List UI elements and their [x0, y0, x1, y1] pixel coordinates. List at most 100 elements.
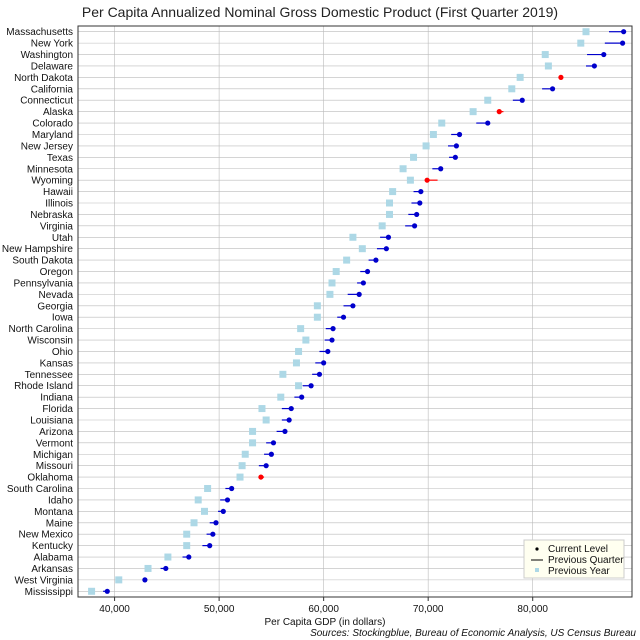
previous-year-marker — [516, 73, 524, 81]
current-level-dot — [220, 508, 226, 514]
current-level-dot — [417, 200, 423, 206]
previous-year-marker — [115, 576, 123, 584]
previous-year-marker — [204, 485, 212, 493]
current-level-dot — [229, 485, 235, 492]
previous-year-marker — [249, 439, 257, 447]
previous-year-marker — [385, 199, 393, 207]
current-level-dot — [591, 63, 597, 69]
previous-year-marker — [249, 427, 257, 435]
state-label: Vermont — [36, 438, 73, 449]
current-level-dot — [299, 394, 305, 400]
current-level-dot — [329, 337, 335, 343]
state-label: Arizona — [39, 427, 73, 438]
current-level-dot — [213, 520, 219, 526]
previous-year-marker — [277, 393, 285, 401]
previous-year-marker — [183, 542, 191, 550]
current-level-dot — [456, 131, 463, 138]
previous-year-marker — [313, 313, 321, 321]
current-level-dot — [340, 314, 347, 320]
state-label: Arkansas — [31, 564, 73, 575]
current-level-dot — [142, 577, 148, 583]
x-tick-label: 70,000 — [413, 604, 444, 615]
current-level-dot — [549, 86, 556, 92]
current-level-dot — [519, 97, 525, 103]
state-label: Montana — [34, 507, 73, 518]
current-level-dot — [330, 326, 336, 332]
previous-year-marker — [262, 416, 270, 424]
current-level-dot — [452, 154, 458, 160]
state-label: Hawaii — [43, 187, 73, 198]
previous-year-marker — [577, 39, 585, 47]
current-level-dot — [308, 383, 314, 389]
state-label: Washington — [21, 50, 73, 61]
current-level-dot — [325, 348, 331, 355]
current-level-dot — [163, 565, 169, 572]
legend-box — [523, 539, 625, 579]
legend-current-label: Current Level — [548, 544, 608, 555]
legend-previous-year-icon — [535, 568, 539, 572]
previous-year-marker — [544, 62, 552, 70]
state-label: New York — [31, 39, 74, 50]
previous-year-marker — [313, 302, 321, 310]
previous-year-marker — [194, 496, 202, 504]
previous-year-marker — [582, 28, 590, 36]
legend-previous-quarter-label: Previous Quarter — [548, 555, 624, 566]
current-level-dot — [263, 463, 269, 469]
current-level-dot — [282, 428, 288, 435]
previous-year-marker — [429, 130, 437, 138]
chart-title: Per Capita Annualized Nominal Gross Dome… — [82, 4, 558, 20]
current-level-dot — [360, 280, 366, 286]
state-label: Alaska — [43, 107, 73, 118]
current-level-dot — [207, 543, 213, 549]
current-level-dot — [485, 120, 491, 126]
current-level-dot — [288, 405, 294, 412]
previous-year-marker — [279, 370, 287, 378]
state-label: Ohio — [52, 347, 74, 358]
current-level-dot — [619, 40, 626, 46]
state-label: Kentucky — [32, 541, 73, 552]
previous-year-marker — [469, 108, 477, 116]
previous-year-marker — [295, 382, 303, 390]
current-level-dot — [558, 74, 564, 80]
previous-year-marker — [297, 325, 305, 333]
current-level-dot — [418, 188, 424, 195]
previous-year-marker — [389, 188, 397, 196]
previous-year-marker — [258, 405, 266, 413]
previous-year-marker — [326, 290, 334, 298]
state-label: Oregon — [40, 267, 73, 278]
previous-year-marker — [190, 519, 198, 527]
previous-year-marker — [438, 119, 446, 127]
state-label: Oklahoma — [27, 473, 73, 484]
state-label: South Dakota — [12, 256, 73, 267]
previous-year-marker — [385, 210, 393, 218]
state-label: West Virginia — [14, 575, 73, 586]
previous-year-marker — [349, 233, 357, 241]
current-level-dot — [621, 29, 627, 35]
state-label: New Jersey — [21, 141, 73, 152]
state-label: Louisiana — [30, 415, 73, 426]
current-level-dot — [373, 257, 379, 263]
previous-year-marker — [343, 256, 351, 264]
state-label: South Carolina — [7, 484, 74, 495]
state-label: New Mexico — [19, 530, 74, 541]
previous-year-marker — [144, 564, 152, 572]
current-level-dot — [383, 246, 389, 252]
state-label: Florida — [42, 404, 73, 415]
previous-year-marker — [295, 347, 303, 355]
state-label: Connecticut — [20, 96, 73, 107]
previous-year-marker — [183, 530, 191, 538]
current-level-dot — [364, 268, 371, 275]
state-label: Alabama — [34, 553, 74, 564]
current-level-dot — [411, 223, 418, 229]
state-label: Kansas — [40, 358, 73, 369]
x-axis-label: Per Capita GDP (in dollars) — [265, 617, 386, 628]
state-label: Tennessee — [25, 370, 74, 381]
state-label: Idaho — [48, 495, 73, 506]
state-label: Massachusetts — [6, 27, 73, 38]
x-tick-label: 60,000 — [308, 604, 339, 615]
previous-year-marker — [292, 359, 300, 367]
current-level-dot — [321, 360, 327, 366]
state-label: Utah — [52, 233, 73, 244]
state-label: Georgia — [37, 301, 73, 312]
state-label: North Carolina — [9, 324, 74, 335]
